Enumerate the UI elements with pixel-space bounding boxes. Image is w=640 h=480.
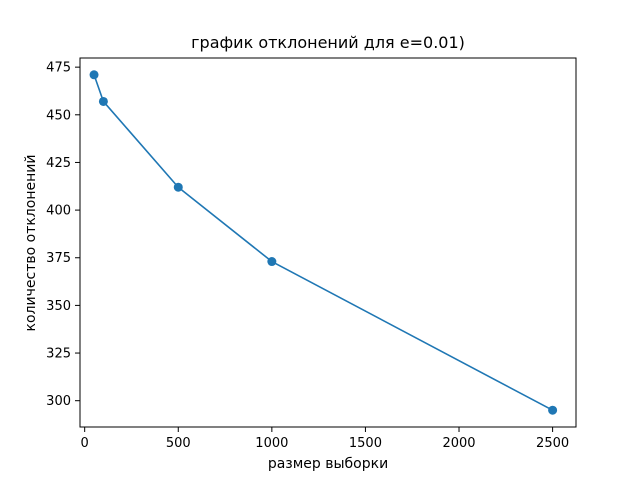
y-tick-label: 475: [46, 61, 71, 76]
data-point: [267, 257, 277, 267]
y-tick-label: 400: [46, 204, 71, 219]
x-tick-label: 2500: [536, 436, 569, 451]
y-tick-label: 300: [46, 394, 71, 409]
y-tick-label: 375: [46, 251, 71, 266]
x-tick-label: 0: [81, 436, 89, 451]
x-tick-label: 500: [166, 436, 191, 451]
plot-area: 0 500 1000 1500 2000 2500 300 325 350 375 400 425 45…: [46, 57, 577, 451]
chart-title: график отклонений для e=0.01): [191, 33, 465, 52]
data-point: [98, 96, 108, 106]
axes-frame: [79, 57, 577, 428]
x-axis-label: размер выборки: [268, 456, 388, 472]
y-tick-label: 425: [46, 156, 71, 171]
x-tick-label: 2000: [442, 436, 475, 451]
data-point: [89, 70, 99, 80]
y-axis-label: количество отклонений: [23, 155, 39, 332]
x-tick-label: 1000: [255, 436, 288, 451]
y-tick-label: 325: [46, 347, 71, 362]
y-tick-label: 350: [46, 299, 71, 314]
x-tick-label: 1500: [349, 436, 382, 451]
y-tick-label: 450: [46, 108, 71, 123]
data-point: [548, 405, 558, 415]
data-point: [173, 182, 183, 192]
